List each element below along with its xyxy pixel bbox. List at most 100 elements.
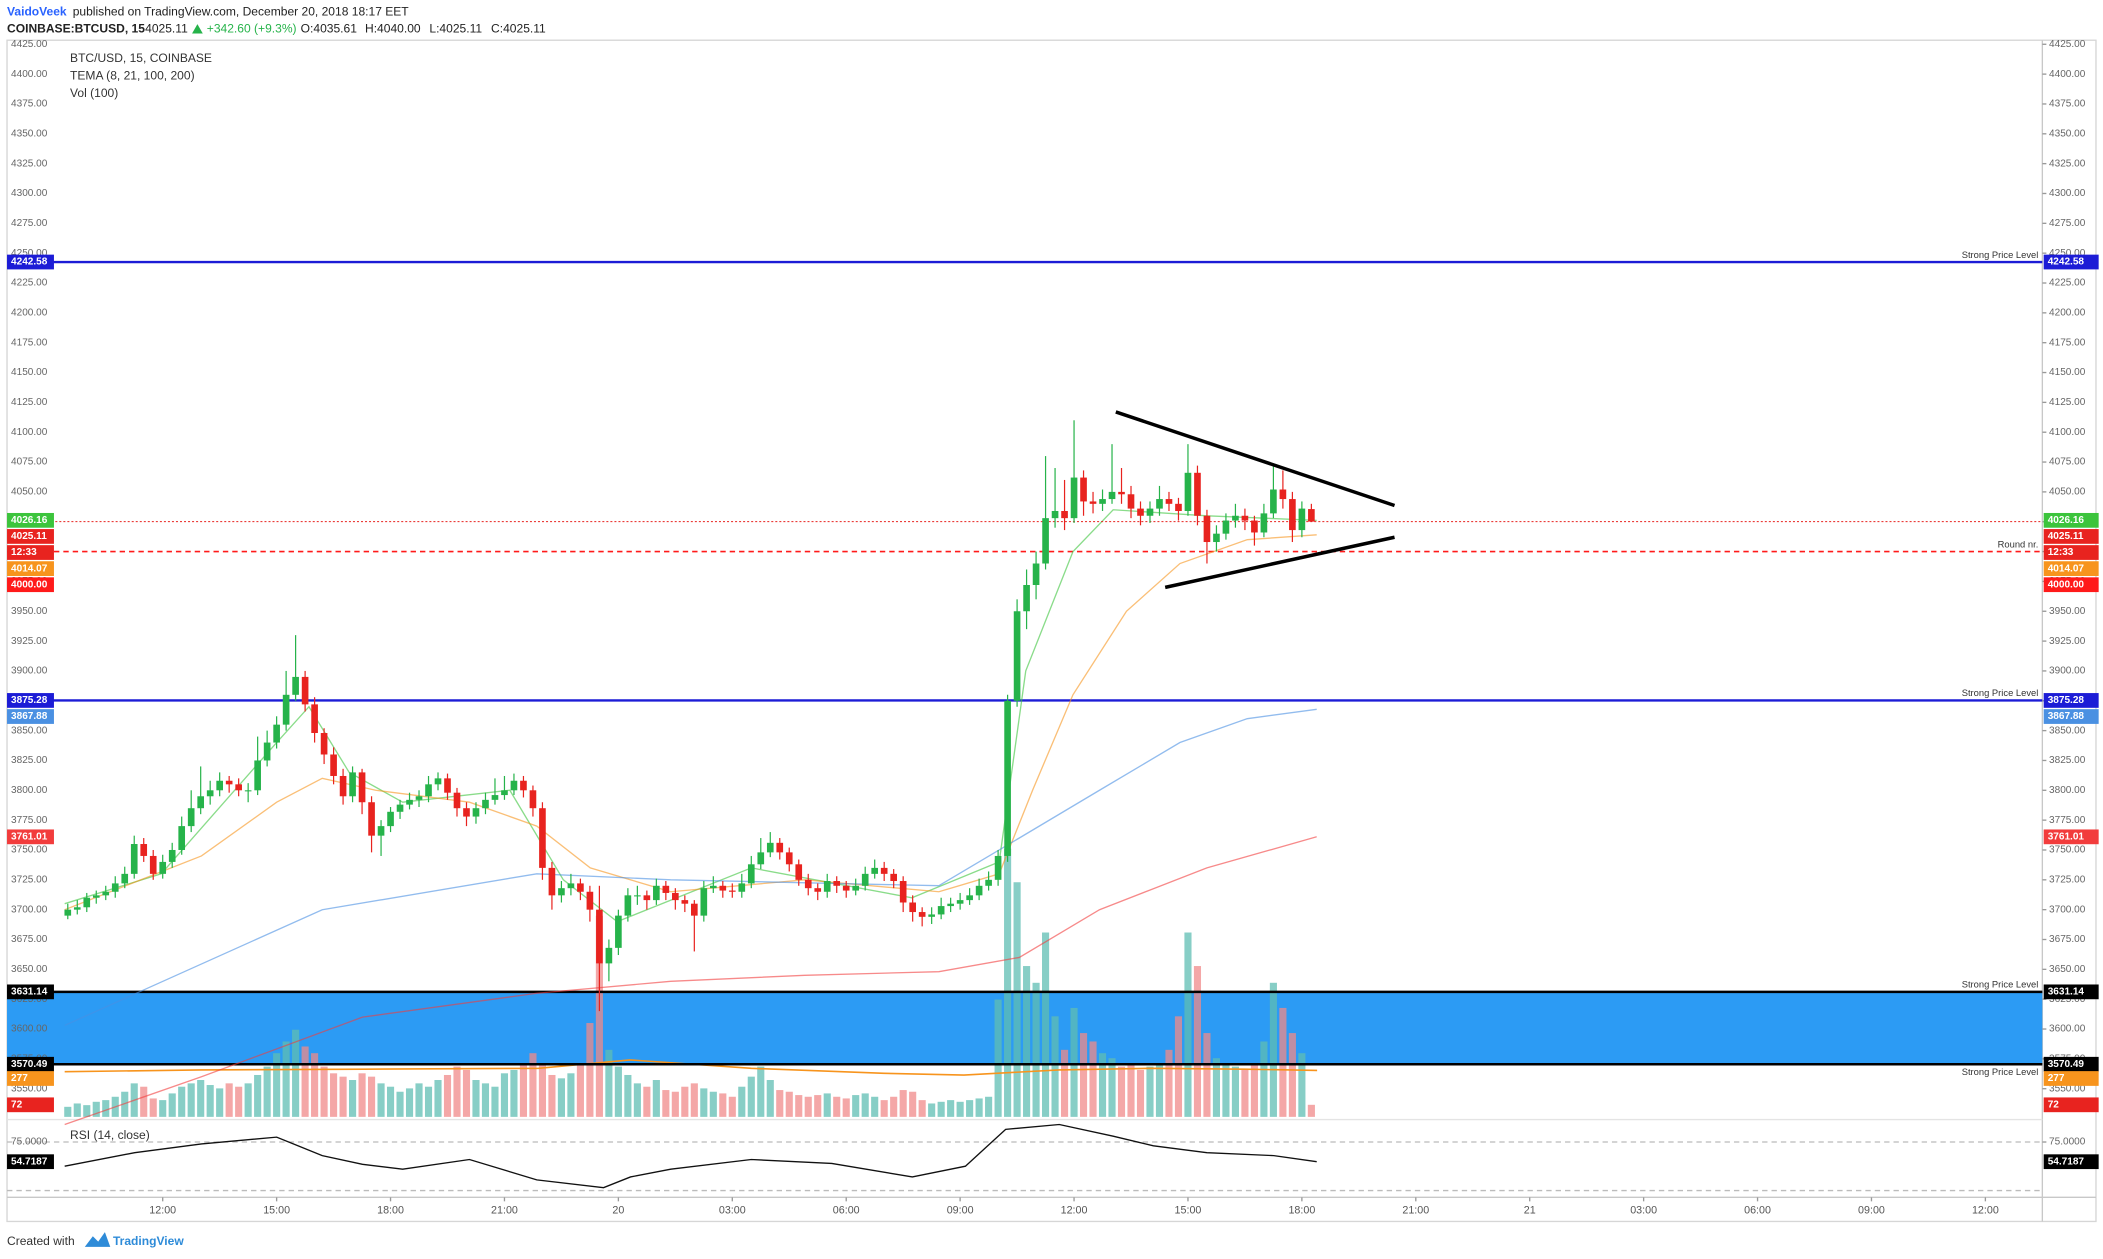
volume-bar xyxy=(1288,1033,1296,1117)
candle-body xyxy=(624,895,632,916)
volume-bar xyxy=(434,1080,442,1117)
axis-label-right: 12:33 xyxy=(2048,547,2074,558)
volume-bar xyxy=(396,1091,404,1117)
candle-body xyxy=(1051,510,1059,519)
volume-bar xyxy=(700,1088,708,1117)
volume-bar xyxy=(956,1101,964,1117)
volume-bar xyxy=(785,1091,793,1117)
y-tick-label: 3900.00 xyxy=(2049,666,2086,677)
axis-label-left: 4026.16 xyxy=(11,515,48,526)
volume-bar xyxy=(766,1080,774,1117)
tema-line xyxy=(64,708,1317,1027)
volume-bar xyxy=(728,1096,736,1117)
y-tick-label: 3850.00 xyxy=(2049,725,2086,736)
axis-label-right: 277 xyxy=(2048,1073,2065,1084)
level-text: Round nr. xyxy=(1998,539,2039,549)
candle-body xyxy=(244,790,252,792)
y-tick-label-left: 4225.00 xyxy=(11,278,48,289)
candle-body xyxy=(1165,499,1173,504)
y-tick-label-left: 3675.00 xyxy=(11,934,48,945)
candle-body xyxy=(501,790,508,796)
axis-label-box-left xyxy=(7,1154,54,1170)
volume-bar xyxy=(947,1100,955,1117)
candle-body xyxy=(966,895,973,901)
volume-bar xyxy=(1023,966,1031,1117)
axis-label-left: 4025.11 xyxy=(11,531,47,542)
candle-body xyxy=(757,852,765,865)
candle-body xyxy=(861,873,869,886)
volume-bar xyxy=(368,1076,376,1117)
y-tick-label: 3800.00 xyxy=(2049,785,2086,796)
candle-body xyxy=(444,778,451,793)
y-tick-label-left: 3900.00 xyxy=(11,666,48,677)
y-tick-label-left: 3625.00 xyxy=(11,994,48,1005)
x-tick-label: 12:00 xyxy=(1972,1205,1999,1217)
volume-bar xyxy=(557,1078,565,1117)
volume-bar xyxy=(852,1095,860,1117)
volume-bar xyxy=(1298,1053,1306,1117)
symbol: COINBASE:BTCUSD, 15 xyxy=(7,22,145,36)
volume-bar xyxy=(330,1073,338,1117)
y-tick-label: 3925.00 xyxy=(2049,636,2086,647)
x-tick-label: 03:00 xyxy=(1630,1205,1657,1217)
level-text: Strong Price Level xyxy=(1962,250,2039,260)
volume-bar xyxy=(1108,1058,1116,1117)
x-tick-label: 03:00 xyxy=(719,1205,746,1217)
candle-body xyxy=(1203,515,1211,543)
candle-body xyxy=(1279,489,1287,500)
legend-symbol: BTC/USD, 15, COINBASE xyxy=(70,51,212,65)
candle-body xyxy=(681,900,689,904)
x-tick-label: 21:00 xyxy=(1402,1205,1429,1217)
candle-body xyxy=(558,888,565,896)
y-tick-label-left: 4275.00 xyxy=(11,218,48,229)
footer-brand[interactable]: TradingView xyxy=(113,1234,184,1248)
rsi-tick-label-left: 75.0000 xyxy=(11,1137,48,1148)
axis-label-box-right xyxy=(2043,577,2099,593)
x-tick-label: 15:00 xyxy=(263,1205,290,1217)
axis-label-box-left xyxy=(7,254,54,270)
axis-label-right: 72 xyxy=(2048,1099,2060,1110)
candle-body xyxy=(909,902,916,913)
volume-bar xyxy=(1250,1063,1258,1117)
y-tick-label-left: 4050.00 xyxy=(11,487,48,498)
candle-body xyxy=(672,892,679,901)
volume-bar xyxy=(861,1093,869,1117)
volume-bar xyxy=(491,1086,499,1117)
volume-bar xyxy=(738,1086,746,1117)
candle-body xyxy=(235,784,242,791)
volume-bar xyxy=(358,1073,366,1117)
trendline xyxy=(1115,410,1396,508)
change: +342.60 (+9.3%) xyxy=(207,22,297,36)
level-text: Strong Price Level xyxy=(1962,1067,2039,1077)
y-tick-label-left: 4175.00 xyxy=(11,337,48,348)
author[interactable]: VaidoVeek xyxy=(7,4,67,18)
candle-body xyxy=(1099,499,1106,504)
y-tick-label: 3625.00 xyxy=(2049,994,2086,1005)
candle-body xyxy=(653,885,660,901)
volume-bar xyxy=(899,1090,907,1117)
volume-bar xyxy=(966,1100,974,1117)
volume-bar xyxy=(282,1041,290,1117)
candle-body xyxy=(823,881,831,892)
volume-bar xyxy=(633,1083,641,1117)
candle-body xyxy=(415,796,423,800)
up-arrow xyxy=(192,24,203,34)
volume-bar xyxy=(481,1083,490,1117)
candle-body xyxy=(168,849,176,862)
volume-bar xyxy=(311,1053,319,1117)
volume-bar xyxy=(1174,1016,1183,1117)
volume-bar xyxy=(795,1095,803,1117)
candle-body xyxy=(491,795,499,800)
candle-body xyxy=(1042,518,1049,564)
axis-label-left: 3631.14 xyxy=(11,987,48,998)
candle-body xyxy=(548,867,556,896)
y-tick-label: 4300.00 xyxy=(2049,188,2086,199)
candle-body xyxy=(634,895,641,897)
x-tick-label: 12:00 xyxy=(1061,1205,1088,1217)
axis-label-box-right xyxy=(2043,561,2099,576)
axis-label-right: 3570.49 xyxy=(2048,1059,2085,1070)
candle-body xyxy=(1289,499,1296,531)
y-tick-label-left: 3725.00 xyxy=(11,874,48,885)
axis-label-box-right xyxy=(2043,512,2099,528)
candle-body xyxy=(254,760,261,791)
